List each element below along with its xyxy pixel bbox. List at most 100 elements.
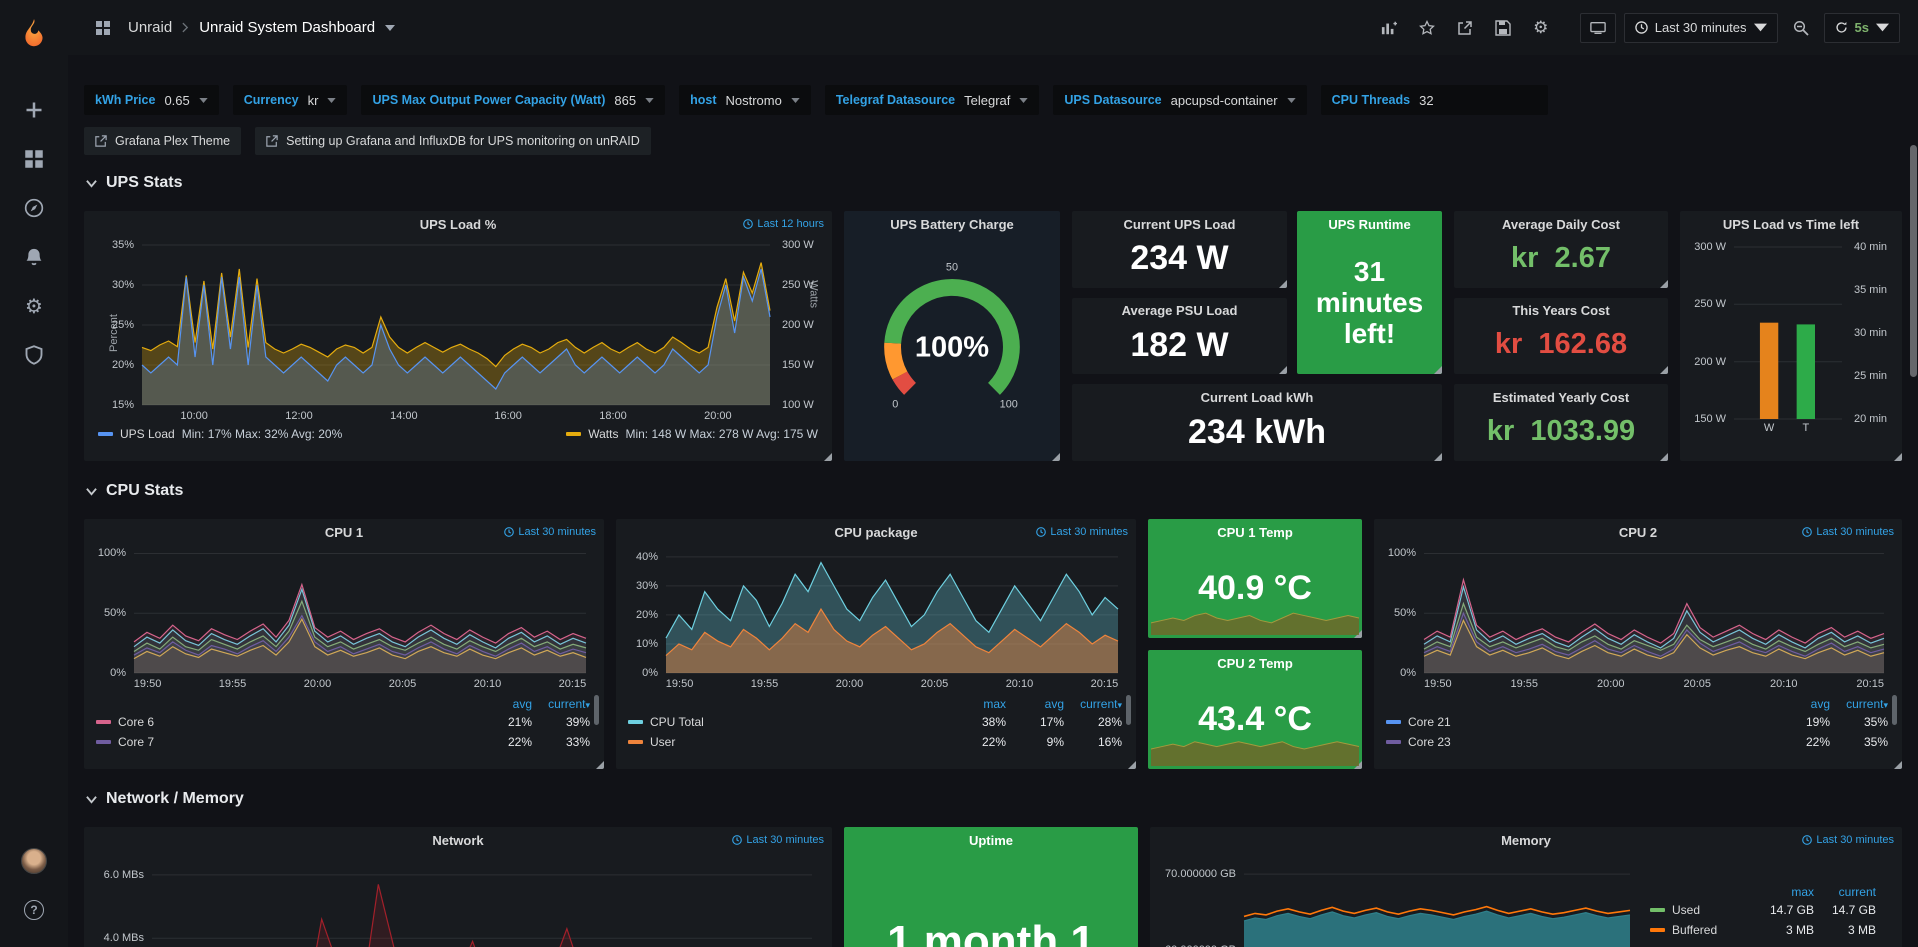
panel-title[interactable]: UPS Battery Charge — [890, 216, 1014, 232]
section-header-network-memory[interactable]: Network / Memory — [86, 789, 1902, 809]
dashboard-grid-icon[interactable] — [88, 13, 118, 43]
battery-gauge[interactable]: 0 50 100 100% — [844, 237, 1060, 435]
variable-currency[interactable]: Currency kr — [232, 85, 348, 115]
panel-time-override[interactable]: Last 30 minutes — [1036, 526, 1128, 538]
variable-value[interactable]: Nostromo — [725, 92, 782, 108]
time-range-picker[interactable]: Last 30 minutes — [1623, 12, 1778, 43]
variable-value[interactable]: kr — [307, 92, 319, 108]
variable-kwh-price[interactable]: kWh Price 0.65 — [84, 85, 219, 115]
panel-title[interactable]: Network — [432, 832, 484, 848]
legend-col-max[interactable]: max — [1791, 884, 1814, 899]
variable-ups-datasource[interactable]: UPS Datasource apcupsd-container — [1053, 85, 1307, 115]
share-button[interactable] — [1450, 13, 1480, 43]
panel-title[interactable]: Current UPS Load — [1123, 216, 1236, 232]
panel-title[interactable]: CPU 1 Temp — [1217, 524, 1293, 540]
panel-title[interactable]: Uptime — [968, 832, 1014, 848]
legend-col-current[interactable]: current▾ — [1846, 696, 1888, 711]
variable-cpu-threads[interactable]: CPU Threads 32 — [1320, 85, 1549, 115]
panel-time-override[interactable]: Last 12 hours — [743, 218, 824, 230]
breadcrumb-folder[interactable]: Unraid — [128, 19, 173, 36]
legend-scrollbar[interactable] — [594, 695, 599, 725]
panel-resize-handle[interactable] — [1279, 279, 1287, 288]
panel-resize-handle[interactable] — [1434, 452, 1442, 461]
legend-col-current[interactable]: current — [1838, 884, 1876, 899]
variable-host[interactable]: host Nostromo — [679, 85, 811, 115]
legend-col-avg[interactable]: avg — [512, 696, 532, 711]
variable-value[interactable]: 865 — [614, 92, 637, 108]
legend-series-name[interactable]: Core 23 — [1386, 735, 1772, 749]
alerting-bell-icon[interactable] — [12, 235, 56, 279]
explore-compass-icon[interactable] — [12, 186, 56, 230]
section-header-cpu-stats[interactable]: CPU Stats — [86, 481, 1902, 501]
panel-resize-handle[interactable] — [1894, 453, 1902, 461]
panel-resize-handle[interactable] — [1894, 761, 1902, 769]
variable-ups-max-output[interactable]: UPS Max Output Power Capacity (Watt) 865 — [361, 85, 666, 115]
legend-series-name[interactable]: Buffered — [1650, 923, 1752, 937]
panel-resize-handle[interactable] — [1128, 761, 1136, 769]
panel-resize-handle[interactable] — [1660, 366, 1668, 375]
dashboard-title[interactable]: Unraid System Dashboard — [199, 19, 376, 36]
panel-resize-handle[interactable] — [596, 761, 604, 769]
vertical-scrollbar-thumb[interactable] — [1910, 145, 1917, 377]
panel-resize-handle[interactable] — [1279, 366, 1287, 375]
link-grafana-plex-theme[interactable]: Grafana Plex Theme — [84, 127, 242, 155]
legend-series-name[interactable]: Watts — [588, 427, 619, 441]
legend-col-current[interactable]: current▾ — [548, 696, 590, 711]
legend-series-name[interactable]: Core 21 — [1386, 715, 1772, 729]
panel-time-override[interactable]: Last 30 minutes — [504, 526, 596, 538]
panel-time-override[interactable]: Last 30 minutes — [732, 834, 824, 846]
panel-resize-handle[interactable] — [1052, 453, 1060, 461]
panel-time-override[interactable]: Last 30 minutes — [1802, 834, 1894, 846]
cpu-package-chart[interactable]: 40% 30% 20% 10% 0% 19:50 19:55 20:00 20:05 20:10 2… — [635, 550, 1119, 690]
panel-resize-handle[interactable] — [824, 453, 832, 461]
link-ups-monitoring-guide[interactable]: Setting up Grafana and InfluxDB for UPS … — [255, 127, 651, 155]
legend-series-name[interactable]: Core 7 — [96, 735, 474, 749]
legend-scrollbar[interactable] — [1892, 695, 1897, 725]
panel-title[interactable]: UPS Runtime — [1328, 216, 1411, 232]
panel-title[interactable]: CPU 2 — [1618, 524, 1658, 540]
legend-series-name[interactable]: UPS Load — [120, 427, 175, 441]
cpu-threads-input[interactable]: 32 — [1419, 92, 1434, 108]
variable-value[interactable]: 0.65 — [164, 92, 190, 108]
panel-title[interactable]: Current Load kWh — [1200, 389, 1314, 405]
panel-title[interactable]: CPU 2 Temp — [1217, 655, 1293, 671]
legend-col-max[interactable]: max — [983, 696, 1006, 711]
ups-load-vs-time-chart[interactable]: 300 W 250 W 200 W 150 W 40 min 35 min 30 min 25… — [1694, 241, 1888, 434]
cpu2-chart[interactable]: 100% 50% 0% 19:50 19:55 20:00 20:05 20:10 20:15 — [1387, 547, 1884, 690]
variable-value[interactable]: Telegraf — [964, 92, 1011, 108]
legend-col-avg[interactable]: avg — [1810, 696, 1830, 711]
legend-series-name[interactable]: Core 6 — [96, 715, 474, 729]
panel-title[interactable]: UPS Load % — [419, 216, 497, 232]
grafana-logo-icon[interactable] — [12, 10, 56, 54]
panel-resize-handle[interactable] — [1660, 279, 1668, 288]
panel-title[interactable]: CPU 1 — [324, 524, 364, 540]
legend-col-current[interactable]: current▾ — [1080, 696, 1122, 711]
legend-series-name[interactable]: Used — [1650, 903, 1752, 917]
panel-title[interactable]: Memory — [1501, 832, 1551, 848]
section-header-ups-stats[interactable]: UPS Stats — [86, 173, 1902, 193]
save-button[interactable] — [1488, 13, 1518, 43]
legend-series-name[interactable]: User — [628, 735, 948, 749]
panel-title[interactable]: Average Daily Cost — [1501, 216, 1620, 232]
panel-title[interactable]: This Years Cost — [1512, 303, 1610, 319]
zoom-out-button[interactable] — [1786, 13, 1816, 43]
server-admin-shield-icon[interactable] — [12, 333, 56, 377]
panel-title[interactable]: Estimated Yearly Cost — [1492, 389, 1630, 405]
variable-telegraf-datasource[interactable]: Telegraf Datasource Telegraf — [824, 85, 1040, 115]
user-avatar[interactable] — [12, 839, 56, 883]
refresh-picker[interactable]: 5s — [1823, 12, 1900, 43]
panel-title[interactable]: CPU package — [834, 524, 918, 540]
legend-series-name[interactable]: CPU Total — [628, 715, 948, 729]
create-plus-icon[interactable] — [12, 88, 56, 132]
star-button[interactable] — [1412, 13, 1442, 43]
dashboards-icon[interactable] — [12, 137, 56, 181]
panel-time-override[interactable]: Last 30 minutes — [1802, 526, 1894, 538]
help-icon[interactable]: ? — [12, 888, 56, 932]
cycle-view-tv-icon[interactable] — [1579, 12, 1616, 43]
variable-value[interactable]: apcupsd-container — [1170, 92, 1278, 108]
configuration-gear-icon[interactable]: ⚙ — [25, 295, 43, 318]
title-caret-icon[interactable] — [385, 24, 396, 31]
panel-title[interactable]: Average PSU Load — [1121, 303, 1238, 319]
